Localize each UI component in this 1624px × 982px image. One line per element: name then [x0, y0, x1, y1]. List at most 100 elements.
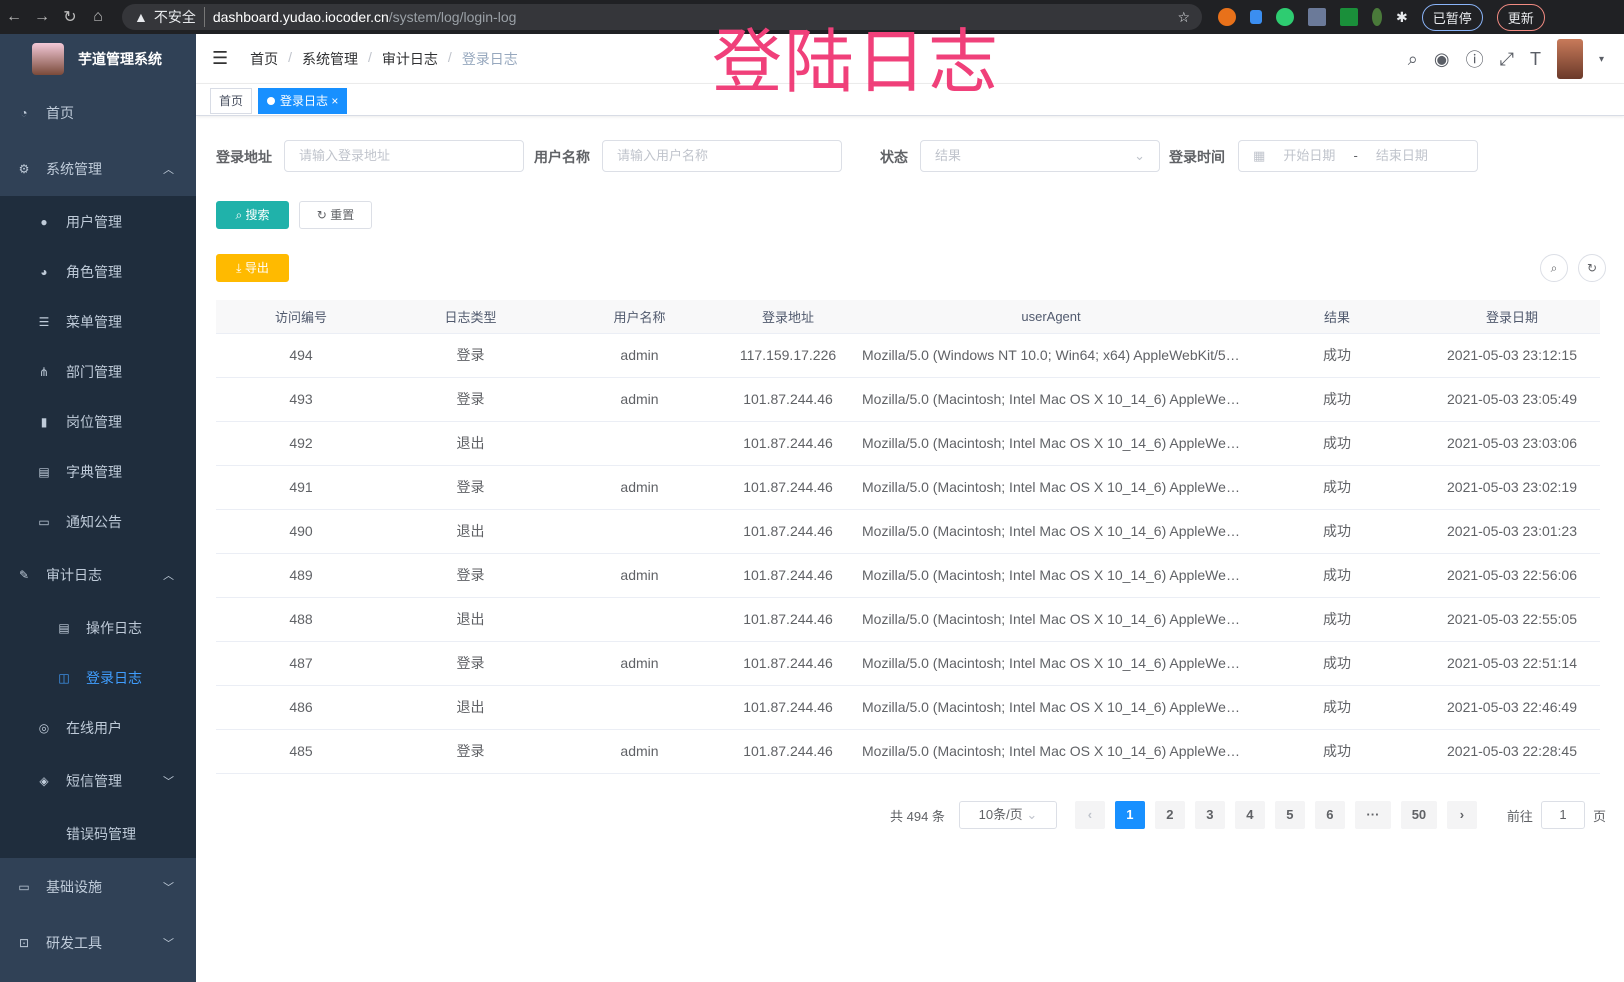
reload-icon[interactable]: ↻ — [63, 9, 77, 26]
address-bar[interactable]: ▲ 不安全 dashboard.yudao.iocoder.cn/system/… — [122, 4, 1202, 30]
sidebar-item[interactable]: ⋔ 部门管理 — [0, 360, 196, 384]
table-row[interactable]: 493 登录 admin 101.87.244.46 Mozilla/5.0 (Maci… — [216, 377, 1600, 422]
page-size-select[interactable]: 10条/页 ⌄ — [958, 801, 1057, 829]
chevron-down-icon[interactable]: ﹀ — [163, 776, 174, 788]
table-row[interactable]: 494 登录 admin 117.159.17.226 Mozilla/5.0 (Win… — [216, 333, 1600, 378]
page-button[interactable]: 5 — [1274, 801, 1305, 829]
close-icon[interactable]: × — [331, 94, 339, 108]
table-cell: Mozilla/5.0 (Macintosh; Intel Mac OS X 1… — [852, 509, 1250, 554]
sidebar-item[interactable]: ▮ 岗位管理 — [0, 410, 196, 434]
reset-button[interactable]: ↻ 重置 — [299, 201, 372, 229]
page-button[interactable]: 1 — [1114, 801, 1145, 829]
extension-icon[interactable] — [1250, 10, 1262, 24]
table-row[interactable]: 485 登录 admin 101.87.244.46 Mozilla/5.0 (Maci… — [216, 729, 1600, 774]
extension-icon[interactable] — [1340, 8, 1358, 26]
table-row[interactable]: 488 退出 101.87.244.46 Mozilla/5.0 (Macintosh… — [216, 597, 1600, 642]
export-button[interactable]: ⤓ 导出 — [216, 254, 289, 282]
next-page-button[interactable]: › — [1446, 801, 1477, 829]
back-icon[interactable]: ← — [6, 8, 22, 25]
chevron-down-icon: ⌄ — [1134, 148, 1145, 163]
logininfor-icon: ◫ — [58, 671, 70, 685]
table-cell: 491 — [216, 465, 386, 510]
refresh-button[interactable]: ↻ — [1578, 254, 1606, 282]
sidebar-item[interactable]: 错误码管理 — [0, 822, 196, 846]
update-button[interactable]: 更新 — [1496, 3, 1545, 31]
chevron-down-icon[interactable]: ﹀ — [163, 938, 174, 950]
user-input[interactable]: 请输入用户名称 — [602, 140, 842, 172]
page-button[interactable]: ··· — [1354, 801, 1391, 829]
sidebar-item-label: 首页 — [46, 105, 74, 121]
font-size-icon[interactable]: T — [1529, 48, 1541, 69]
table-row[interactable]: 486 退出 101.87.244.46 Mozilla/5.0 (Macintosh… — [216, 685, 1600, 730]
sidebar-item[interactable]: ⚙ 系统管理 ︿ — [0, 157, 196, 181]
breadcrumb-item[interactable]: 系统管理 — [302, 50, 359, 67]
table-cell: 2021-05-03 22:28:45 — [1424, 729, 1600, 774]
page-button[interactable]: 50 — [1400, 801, 1437, 829]
sidebar-item-label: 部门管理 — [66, 364, 122, 380]
table-cell: 101.87.244.46 — [724, 377, 852, 422]
search-icon[interactable]: ⌕ — [1407, 48, 1418, 69]
tag-login-log[interactable]: 登录日志 × — [258, 88, 348, 114]
dashboard-icon: ◔ — [20, 106, 28, 120]
date-range-picker[interactable]: ▦ 开始日期 - 结束日期 — [1238, 140, 1478, 172]
avatar[interactable] — [1556, 39, 1583, 79]
extension-icon[interactable] — [1276, 8, 1294, 26]
table-row[interactable]: 490 退出 101.87.244.46 Mozilla/5.0 (Macintosh… — [216, 509, 1600, 554]
profile-button[interactable]: 已暂停 — [1421, 3, 1483, 31]
home-icon[interactable]: ⌂ — [93, 8, 103, 25]
extension-icon[interactable] — [1218, 8, 1236, 26]
page-button[interactable]: 2 — [1154, 801, 1185, 829]
page-button[interactable]: 6 — [1314, 801, 1345, 829]
table-cell: 成功 — [1250, 377, 1424, 422]
fullscreen-icon[interactable]: ⤢ — [1499, 48, 1514, 69]
sidebar-logo[interactable]: 芋道管理系统 — [0, 34, 196, 84]
breadcrumb-item[interactable]: 审计日志 — [381, 50, 438, 67]
sidebar-item-label: 通知公告 — [66, 514, 122, 530]
search-button[interactable]: ⌕ 搜索 — [216, 201, 289, 229]
table-row[interactable]: 489 登录 admin 101.87.244.46 Mozilla/5.0 (Maci… — [216, 553, 1600, 598]
hamburger-icon[interactable]: ☰ — [212, 48, 229, 68]
addr-input[interactable]: 请输入登录地址 — [284, 140, 524, 172]
puzzle-icon[interactable]: ✱ — [1396, 8, 1408, 25]
caret-down-icon[interactable]: ▾ — [1598, 53, 1604, 65]
table-cell: admin — [555, 333, 724, 378]
chevron-up-icon[interactable]: ︿ — [163, 164, 174, 176]
chevron-up-icon[interactable]: ︿ — [163, 570, 174, 582]
monitor-icon: ▭ — [18, 880, 30, 894]
sidebar-item[interactable]: ▭ 通知公告 — [0, 510, 196, 534]
tag-home[interactable]: 首页 — [210, 88, 253, 114]
bookmark-star-icon[interactable]: ☆ — [1177, 8, 1190, 25]
sidebar-item-label: 操作日志 — [86, 620, 142, 636]
sidebar-item[interactable]: ◫ 登录日志 — [0, 666, 196, 690]
forward-icon[interactable]: → — [34, 8, 50, 25]
extension-icon[interactable] — [1372, 8, 1382, 26]
table-row[interactable]: 491 登录 admin 101.87.244.46 Mozilla/5.0 (Maci… — [216, 465, 1600, 510]
sidebar-item[interactable]: ⊡ 研发工具 ﹀ — [0, 931, 196, 955]
column-header: 结果 — [1250, 300, 1424, 334]
sidebar-item[interactable]: ◈ 短信管理 ﹀ — [0, 769, 196, 793]
question-icon[interactable]: ⓘ — [1465, 50, 1484, 70]
toggle-search-button[interactable]: ⌕ — [1540, 254, 1568, 282]
sidebar-item[interactable]: ● 用户管理 — [0, 210, 196, 234]
goto-page-input[interactable]: 1 — [1540, 801, 1585, 829]
table-row[interactable]: 492 退出 101.87.244.46 Mozilla/5.0 (Macintosh… — [216, 421, 1600, 466]
sidebar-item[interactable]: ▤ 字典管理 — [0, 460, 196, 484]
gear-icon: ⚙ — [18, 162, 30, 176]
page-button[interactable]: 3 — [1194, 801, 1225, 829]
sidebar-item[interactable]: ▭ 基础设施 ﹀ — [0, 875, 196, 899]
table-row[interactable]: 487 登录 admin 101.87.244.46 Mozilla/5.0 (Maci… — [216, 641, 1600, 686]
table-cell: 成功 — [1250, 421, 1424, 466]
sidebar-item[interactable]: ☰ 菜单管理 — [0, 310, 196, 334]
prev-page-button[interactable]: ‹ — [1074, 801, 1105, 829]
breadcrumb-item[interactable]: 首页 — [250, 50, 279, 67]
sidebar-item[interactable]: ◕ 角色管理 — [0, 260, 196, 284]
sidebar-item[interactable]: ▤ 操作日志 — [0, 616, 196, 640]
extension-icon[interactable] — [1308, 8, 1326, 26]
sidebar-item[interactable]: ✎ 审计日志 ︿ — [0, 563, 196, 587]
sidebar-item[interactable]: ◔ 首页 — [0, 101, 196, 125]
status-select[interactable]: 结果 ⌄ — [920, 140, 1160, 172]
chevron-down-icon[interactable]: ﹀ — [163, 882, 174, 894]
github-icon[interactable]: ◉ — [1433, 48, 1450, 69]
page-button[interactable]: 4 — [1234, 801, 1265, 829]
sidebar-item[interactable]: ◎ 在线用户 — [0, 716, 196, 740]
